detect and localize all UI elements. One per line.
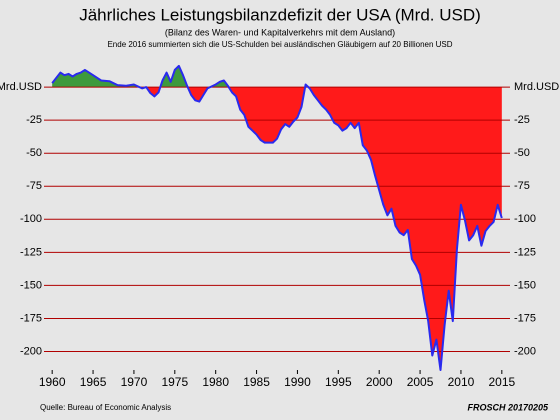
y2-tick-label: -125 — [514, 246, 536, 258]
y-tick-label: -125 — [20, 246, 42, 258]
y-tick-label: -150 — [20, 279, 42, 291]
y2-tick-label: -150 — [514, 279, 536, 291]
x-tick-label: 1960 — [39, 375, 66, 389]
x-tick-label: 1965 — [80, 375, 107, 389]
x-tick-label: 1975 — [161, 375, 188, 389]
chart-note: Ende 2016 summierten sich die US-Schulde… — [107, 40, 452, 49]
source: Quelle: Bureau of Economic Analysis — [40, 403, 171, 412]
x-tick-label: 1990 — [284, 375, 311, 389]
line — [51, 64, 503, 371]
y2-tick-label: -100 — [514, 213, 536, 225]
x-tick-label: 2000 — [366, 375, 393, 389]
x-tick-label: 1985 — [243, 375, 270, 389]
chart-subtitle: (Bilanz des Waren- und Kapitalverkehrs m… — [165, 27, 395, 37]
chart-title: Jährliches Leistungsbilanzdefizit der US… — [79, 5, 481, 24]
x-tick-label: 2015 — [488, 375, 515, 389]
y2-tick-label: -25 — [514, 114, 530, 126]
x-tick-label: 2010 — [448, 375, 475, 389]
x-tick-label: 1995 — [325, 375, 352, 389]
y-tick-label: Mrd.USD — [0, 81, 42, 93]
y2-tick-label: -50 — [514, 147, 530, 159]
negative-area — [139, 87, 502, 370]
y2-tick-label: -175 — [514, 312, 536, 324]
y2-tick-label: -200 — [514, 345, 536, 357]
y2-tick-label: -75 — [514, 180, 530, 192]
y-tick-label: -200 — [20, 345, 42, 357]
x-tick-label: 2005 — [407, 375, 434, 389]
y-tick-label: -100 — [20, 213, 42, 225]
signature: FROSCH 20170205 — [467, 402, 549, 412]
x-tick-label: 1970 — [121, 375, 148, 389]
y-tick-label: -25 — [26, 114, 42, 126]
x-tick-label: 1980 — [202, 375, 229, 389]
y-tick-label: -175 — [20, 312, 42, 324]
y2-tick-label: Mrd.USD — [514, 81, 559, 93]
y-tick-label: -50 — [26, 147, 42, 159]
positive-area — [52, 65, 502, 88]
y-tick-label: -75 — [26, 180, 42, 192]
